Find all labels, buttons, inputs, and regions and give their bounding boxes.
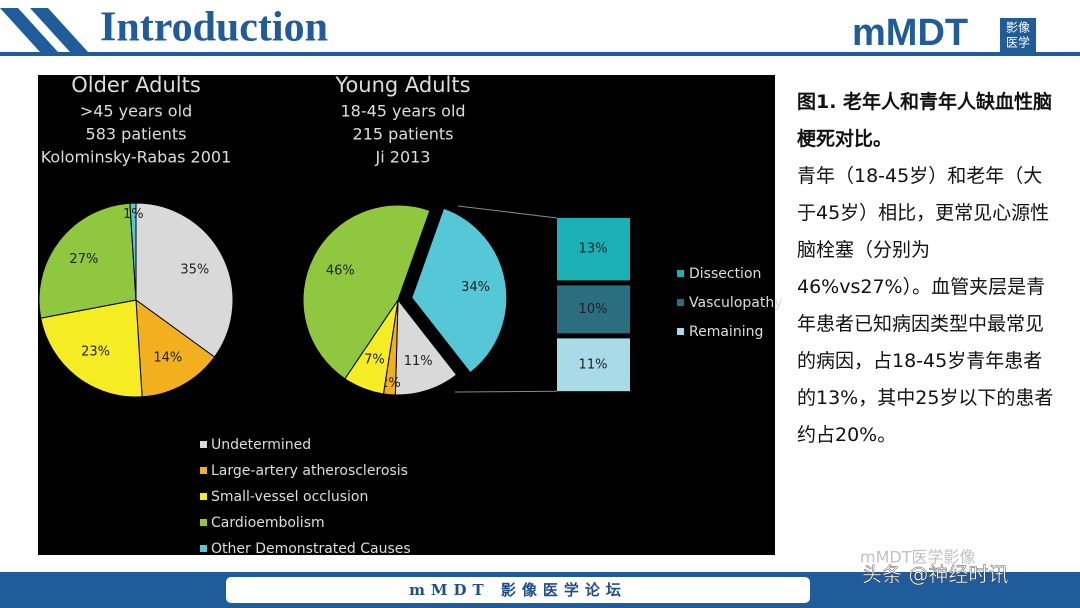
legend-swatch xyxy=(200,545,207,552)
watermark: mMDT医学影像 xyxy=(860,548,976,567)
legend-label: Large-artery atherosclerosis xyxy=(211,463,408,479)
breakdown-box xyxy=(557,338,630,392)
legend-swatch xyxy=(677,299,684,306)
pie-slice xyxy=(129,202,137,301)
pie-slice xyxy=(135,298,216,398)
slice-label: 27% xyxy=(69,252,98,267)
legend-label: Cardioembolism xyxy=(211,515,325,531)
pie-subtitle: 215 patients xyxy=(353,125,454,144)
slice-label: 11% xyxy=(404,354,433,369)
footer-text: mMDT 影像医学论坛 xyxy=(226,577,810,603)
pie-slice xyxy=(394,298,458,396)
legend-swatch xyxy=(677,270,684,277)
box-label: 10% xyxy=(579,302,608,317)
slice-label: 23% xyxy=(81,345,110,360)
breakdown-box xyxy=(557,285,630,334)
legend-label: Other Demonstrated Causes xyxy=(211,541,411,557)
pie-slice xyxy=(135,202,234,358)
pie-title: Young Adults xyxy=(334,73,470,97)
stripe xyxy=(0,8,58,52)
caption: 图1. 老年人和青年人缺血性脑梗死对比。青年（18-45岁）和老年（大于45岁）… xyxy=(797,84,1059,454)
slide-title: Introduction xyxy=(100,5,328,51)
slice-label: 7% xyxy=(364,353,385,368)
slice-label: 1% xyxy=(123,207,144,222)
box-label: 11% xyxy=(579,357,608,372)
pie-slice xyxy=(411,207,508,374)
box-label: 13% xyxy=(579,242,608,257)
pie-slice xyxy=(38,202,137,319)
slice-label: 35% xyxy=(180,263,209,278)
pie-title: Older Adults xyxy=(71,73,201,97)
connector xyxy=(457,205,558,219)
pie-slice xyxy=(40,299,143,398)
legend-swatch xyxy=(200,441,207,448)
logo-sub: 影像 xyxy=(1006,21,1030,35)
logo-sub: 医学 xyxy=(1006,35,1030,50)
legend-label: Remaining xyxy=(689,324,763,340)
legend-swatch xyxy=(200,467,207,474)
source-mark: 头条 @神经时讯 xyxy=(862,563,1008,587)
pie-subtitle: Ji 2013 xyxy=(375,148,431,167)
slice-label: 34% xyxy=(461,280,490,295)
legend-label: Undetermined xyxy=(211,437,311,453)
legend-swatch xyxy=(200,493,207,500)
stripe xyxy=(30,8,88,52)
pie-subtitle: >45 years old xyxy=(80,102,192,121)
pie-subtitle: 583 patients xyxy=(86,125,187,144)
breakdown-box xyxy=(557,218,630,281)
pie-slice xyxy=(302,204,431,380)
legend-label: Small-vessel occlusion xyxy=(211,489,368,505)
caption-body: 青年（18-45岁）和老年（大于45岁）相比，更常见心源性脑栓塞（分别为46%v… xyxy=(797,165,1054,446)
header-rule xyxy=(0,52,1080,56)
pie-subtitle: 18-45 years old xyxy=(340,102,465,121)
caption-title: 图1. 老年人和青年人缺血性脑梗死对比。 xyxy=(797,91,1053,150)
logo-box xyxy=(1000,18,1036,52)
pie-subtitle: Kolominsky-Rabas 2001 xyxy=(41,148,232,167)
legend-label: Dissection xyxy=(689,266,761,282)
slice-label: 14% xyxy=(153,350,182,365)
logo: mMDT xyxy=(852,12,968,54)
legend-swatch xyxy=(677,328,684,335)
connector xyxy=(454,390,558,393)
legend-swatch xyxy=(200,519,207,526)
slice-label: 46% xyxy=(326,263,355,278)
legend-label: Vasculopathy xyxy=(689,295,783,311)
